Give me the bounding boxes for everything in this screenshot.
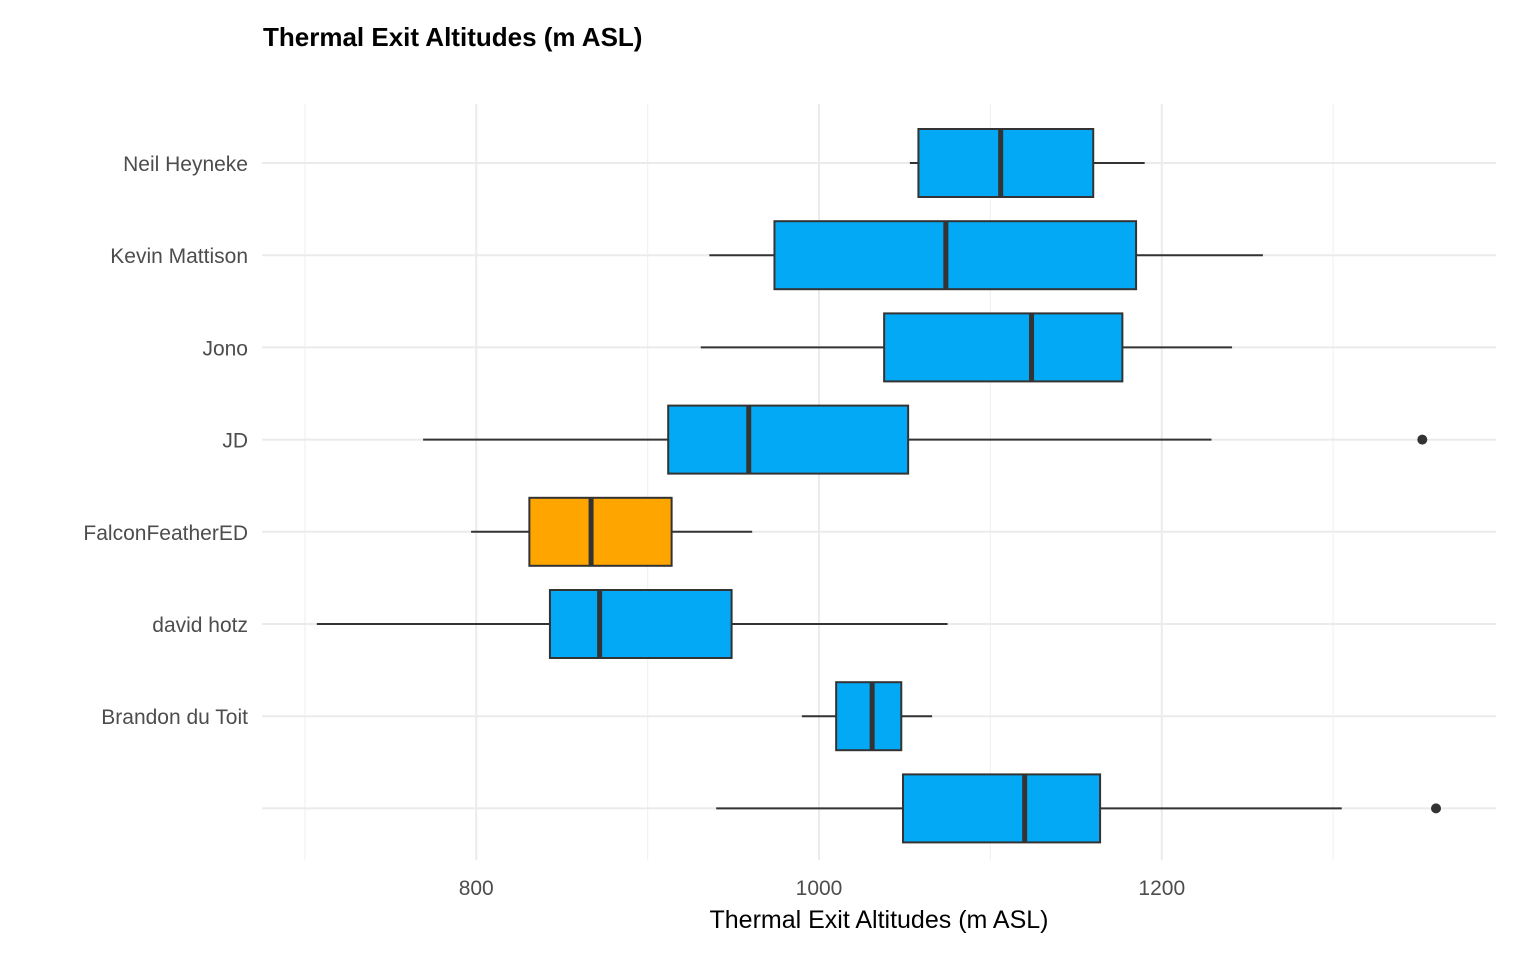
box — [835, 681, 903, 752]
box — [528, 496, 673, 567]
box — [548, 589, 733, 659]
boxplot — [909, 128, 1145, 198]
boxplot — [801, 681, 933, 752]
y-tick-label: Jono — [202, 337, 248, 360]
outlier-point — [1417, 434, 1428, 445]
box — [901, 773, 1102, 844]
y-tick-label: Kevin Mattison — [110, 245, 248, 268]
x-axis-title: Thermal Exit Altitudes (m ASL) — [709, 906, 1048, 934]
x-tick-label: 1200 — [1138, 877, 1185, 900]
y-tick-label: FalconFeatherED — [83, 522, 248, 545]
y-tick-label: david hotz — [152, 614, 248, 637]
y-tick-label: Neil Heyneke — [123, 153, 248, 176]
boxplots — [316, 128, 1442, 844]
box — [883, 312, 1124, 383]
boxplot — [700, 312, 1233, 383]
boxplot — [316, 589, 948, 659]
chart-title: Thermal Exit Altitudes (m ASL) — [263, 22, 643, 52]
boxplot — [709, 220, 1263, 291]
y-tick-label: JD — [222, 430, 248, 453]
box — [667, 404, 910, 475]
x-axis-labels: 800 1000 1200 — [459, 877, 1185, 900]
boxplot — [716, 773, 1442, 844]
x-tick-label: 800 — [459, 877, 494, 900]
outlier-point — [1431, 803, 1442, 814]
y-axis-labels: Neil Heyneke Kevin Mattison Jono JD FalconFe… — [83, 153, 248, 729]
boxplot — [423, 404, 1428, 475]
y-tick-label: Brandon du Toit — [101, 706, 248, 729]
boxplot — [471, 496, 753, 567]
box — [773, 220, 1138, 291]
box — [917, 128, 1095, 198]
x-tick-label: 1000 — [796, 877, 843, 900]
